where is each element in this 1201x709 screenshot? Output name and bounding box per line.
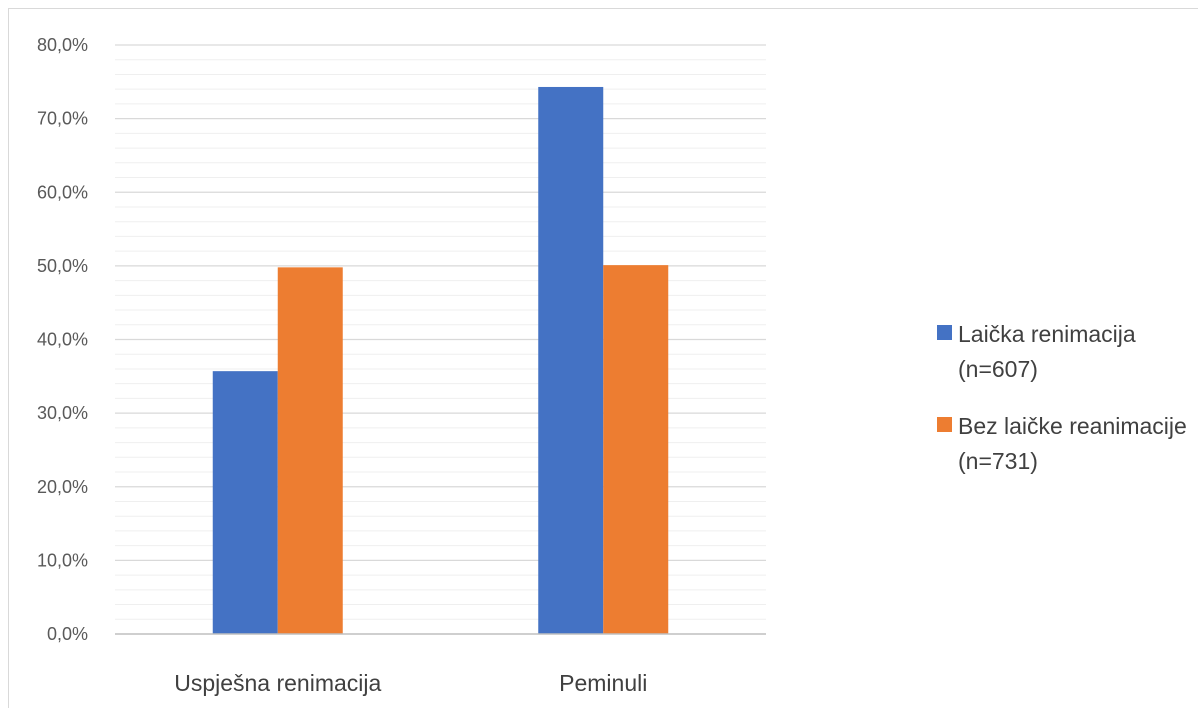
legend-swatch — [937, 417, 952, 432]
y-tick-label: 70,0% — [37, 109, 88, 129]
chart-frame — [8, 8, 1198, 708]
y-tick-label: 40,0% — [37, 330, 88, 350]
gridlines — [115, 44, 766, 620]
y-tick-label: 80,0% — [37, 35, 88, 55]
category-label: Uspješna renimacija — [174, 670, 381, 696]
bar — [277, 267, 343, 634]
category-label: Peminuli — [559, 670, 647, 696]
bar — [603, 265, 669, 634]
y-tick-label: 10,0% — [37, 550, 88, 570]
y-tick-label: 50,0% — [37, 256, 88, 276]
category-labels: Uspješna renimacija Peminuli — [174, 670, 647, 696]
legend-swatch — [937, 325, 952, 340]
y-axis-tick-labels: 0,0% 10,0% 20,0% 30,0% 40,0% 50,0% 60,0% 70,0% 8… — [37, 35, 88, 644]
bar — [538, 86, 604, 634]
legend: Laička renimacija (n=607) Bez laičke rean… — [937, 317, 1201, 501]
y-tick-label: 30,0% — [37, 403, 88, 423]
legend-label: Bez laičke reanimacije (n=731) — [958, 413, 1187, 474]
y-tick-label: 0,0% — [47, 624, 88, 644]
legend-item: Laička renimacija (n=607) — [937, 317, 1201, 387]
bars — [212, 86, 669, 634]
y-tick-label: 20,0% — [37, 477, 88, 497]
y-tick-label: 60,0% — [37, 182, 88, 202]
legend-label: Laička renimacija (n=607) — [958, 321, 1136, 382]
bar — [212, 371, 278, 634]
legend-item: Bez laičke reanimacije (n=731) — [937, 409, 1201, 479]
